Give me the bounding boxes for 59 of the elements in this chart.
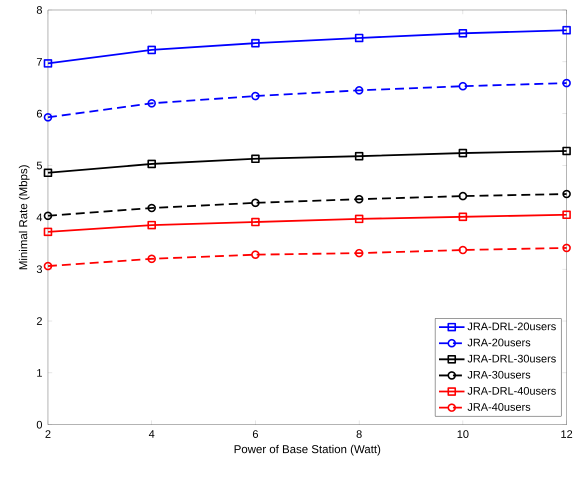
point [354, 214, 364, 224]
point [147, 46, 156, 54]
point [251, 250, 260, 260]
point [147, 160, 156, 168]
point [458, 246, 468, 254]
legend-label: JRA-DRL-40users [468, 387, 556, 395]
point [458, 212, 468, 222]
x-axis-title: Power of Base Station (Watt) [234, 444, 380, 456]
y-tick-label: 6 [36, 110, 42, 118]
point [562, 26, 571, 35]
y-tick-label: 5 [36, 162, 42, 170]
y-tick-label: 2 [36, 317, 42, 326]
point [251, 218, 260, 226]
point [44, 212, 52, 220]
point [44, 113, 52, 122]
y-tick-label: 0 [36, 421, 42, 429]
point [354, 195, 364, 204]
x-tick-label: 12 [561, 430, 572, 438]
point [251, 92, 260, 100]
point [354, 34, 364, 42]
point [147, 254, 156, 264]
legend-label: JRA-20users [468, 338, 530, 347]
point [251, 198, 260, 208]
x-tick-label: 10 [458, 430, 469, 438]
point [562, 146, 571, 156]
y-axis-title: Minimal Rate (Mbps) [18, 165, 30, 270]
point [354, 249, 364, 258]
y-tick-label: 3 [36, 265, 42, 274]
point [562, 78, 571, 88]
y-tick-label: 7 [36, 58, 42, 66]
point [562, 244, 571, 252]
point [44, 168, 52, 178]
legend-label: JRA-30users [468, 371, 530, 379]
point [458, 82, 468, 91]
point [458, 192, 468, 201]
y-tick-label: 1 [37, 369, 42, 377]
point [458, 148, 468, 158]
point [251, 39, 260, 48]
y-tick-label: 8 [36, 6, 42, 14]
point [44, 228, 52, 236]
point [354, 86, 364, 95]
point [147, 204, 156, 212]
point [147, 99, 156, 108]
point [44, 59, 52, 68]
legend-label: JRA-DRL-20users [468, 322, 556, 330]
point [251, 154, 260, 164]
y-tick-label: 4 [36, 214, 42, 222]
point [354, 152, 364, 161]
x-tick-label: 4 [148, 430, 154, 438]
point [44, 262, 52, 271]
x-tick-label: 6 [252, 430, 258, 438]
x-tick-label: 8 [356, 430, 362, 438]
x-tick-label: 2 [45, 430, 50, 438]
point [562, 190, 571, 198]
legend-label: JRA-DRL-30users [468, 354, 556, 363]
point [147, 221, 156, 230]
point [458, 29, 468, 38]
legend-label: JRA-40users [468, 403, 530, 412]
point [562, 210, 571, 220]
